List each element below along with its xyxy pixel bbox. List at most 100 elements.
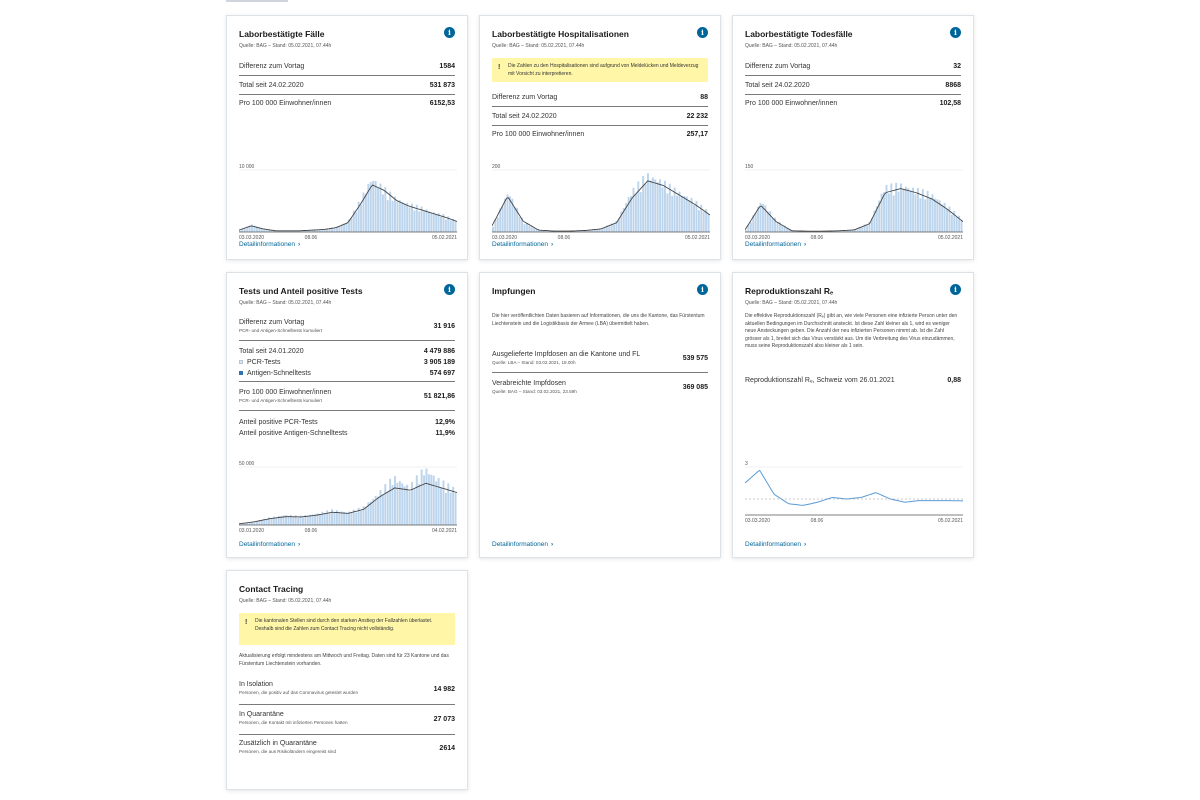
x-axis-tick-label: 05.02.2021 (938, 235, 963, 241)
chart-bar (241, 228, 244, 232)
chart-bar (398, 200, 401, 232)
chart-bar (268, 517, 271, 525)
chart-bar (642, 175, 645, 232)
info-icon[interactable]: i (444, 284, 455, 295)
chart-bar (239, 230, 241, 232)
row-value: 369 085 (682, 384, 708, 391)
chart-bar (418, 484, 421, 525)
chart-bar (671, 195, 674, 232)
card-title: Reproduktionszahl Rₑ (745, 286, 834, 296)
chart-bar (406, 484, 409, 525)
detail-link[interactable]: Detailinformationen › (492, 241, 554, 248)
chart-bar (603, 227, 606, 232)
chevron-right-icon: › (551, 241, 554, 248)
chart-bar (447, 483, 450, 525)
chart-bar (774, 217, 777, 232)
chart-bar (783, 225, 786, 232)
chart-bar (953, 211, 956, 232)
chart-bar (243, 228, 246, 232)
chart-bar (880, 193, 883, 232)
cases-chart[interactable]: 10 000 03.03.2020 08.06 05.02.2021 (239, 162, 457, 242)
chart-bar (849, 229, 852, 232)
chart-bar (659, 179, 662, 232)
info-icon[interactable]: i (950, 27, 961, 38)
row-value: 3 905 189 (423, 359, 455, 366)
chart-bar (518, 216, 521, 232)
row-label: Verabreichte Impfdosen (492, 380, 566, 387)
chart-bar (617, 218, 620, 232)
row-value: 539 575 (682, 355, 708, 362)
chevron-right-icon: › (551, 541, 554, 548)
chart-bar (873, 210, 876, 232)
x-axis-tick-label: 03.03.2020 (745, 235, 770, 241)
chart-bar (418, 211, 421, 232)
hospitalisations-chart[interactable]: 200 03.03.2020 08.06 05.02.2021 (492, 162, 710, 242)
chart-bar (581, 230, 584, 232)
detail-link[interactable]: Detailinformationen › (239, 241, 301, 248)
legend-pcr-swatch (239, 360, 243, 365)
chart-bar (432, 212, 435, 232)
detail-link[interactable]: Detailinformationen › (745, 241, 807, 248)
row-sublabel: Personen, die Kontakt mit infizierten Pe… (239, 720, 348, 725)
row-value: 257,17 (686, 131, 708, 138)
chart-bar (608, 226, 611, 232)
x-axis-tick-label: 08.06 (811, 518, 824, 524)
chart-bar (900, 183, 902, 232)
row-label: Pro 100 000 Einwohner/innen (492, 131, 585, 138)
deaths-chart[interactable]: 150 03.03.2020 08.06 05.02.2021 (745, 162, 963, 242)
chart-bar (914, 194, 917, 232)
chart-bar (866, 225, 869, 232)
info-icon[interactable]: i (444, 27, 455, 38)
detail-link[interactable]: Detailinformationen › (239, 541, 301, 548)
chart-bar (311, 230, 314, 232)
row-label: Total seit 24.02.2020 (239, 82, 304, 89)
chart-bar (323, 229, 326, 232)
chart-bar (680, 195, 683, 232)
chart-bar (795, 230, 798, 232)
row-per100k: Pro 100 000 Einwohner/innen 102,58 (745, 100, 961, 112)
chart-bar (297, 517, 300, 525)
chart-bar (588, 229, 591, 232)
chart-bar (690, 197, 693, 232)
card-source: Quelle: BAG – Stand: 05.02.2021, 07.44h (239, 598, 332, 604)
chart-bar (338, 226, 341, 232)
chart-bar (372, 499, 375, 525)
info-icon[interactable]: i (950, 284, 961, 295)
x-axis-tick-label: 03.03.2020 (492, 235, 517, 241)
row-value: 574 697 (429, 370, 455, 377)
chart-bar (314, 514, 317, 525)
chart-bar (788, 229, 791, 232)
chart-bar (265, 229, 268, 232)
chart-bar (929, 197, 932, 232)
card-title: Laborbestätigte Hospitalisationen (492, 29, 629, 39)
chart-bar (314, 229, 317, 232)
chart-bar (309, 230, 312, 232)
card-title: Laborbestätigte Todesfälle (745, 29, 853, 39)
row-value: 6152,53 (429, 100, 455, 107)
chart-bar (803, 231, 806, 232)
chart-bar (824, 231, 827, 232)
chart-bar (837, 230, 839, 232)
chart-bar (437, 477, 440, 525)
chart-bar (506, 194, 509, 232)
chart-bar (251, 224, 254, 232)
chart-bar (586, 230, 589, 232)
chart-bar (492, 226, 494, 232)
info-icon[interactable]: i (697, 27, 708, 38)
chart-bar (301, 517, 304, 525)
tests-chart[interactable]: 50 000 03.01.2020 08.06 04.02.2021 (239, 459, 457, 535)
trend-line (239, 184, 457, 232)
detail-link[interactable]: Detailinformationen › (745, 541, 807, 548)
chart-bar (239, 524, 241, 525)
detail-link[interactable]: Detailinformationen › (492, 541, 554, 548)
chart-bar (554, 231, 557, 232)
row-value: 27 073 (433, 716, 455, 723)
repro-chart[interactable]: 3 03.03.2020 08.06 05.02.2021 (745, 459, 963, 525)
chart-bar (403, 203, 406, 232)
chart-bar (381, 494, 384, 525)
row-repro-value: Reproduktionszahl Rₑ, Schweiz vom 26.01.… (745, 377, 961, 387)
chart-bar (513, 207, 516, 232)
row-value: 531 873 (429, 82, 455, 89)
info-icon[interactable]: i (697, 284, 708, 295)
chart-bar (331, 509, 333, 525)
